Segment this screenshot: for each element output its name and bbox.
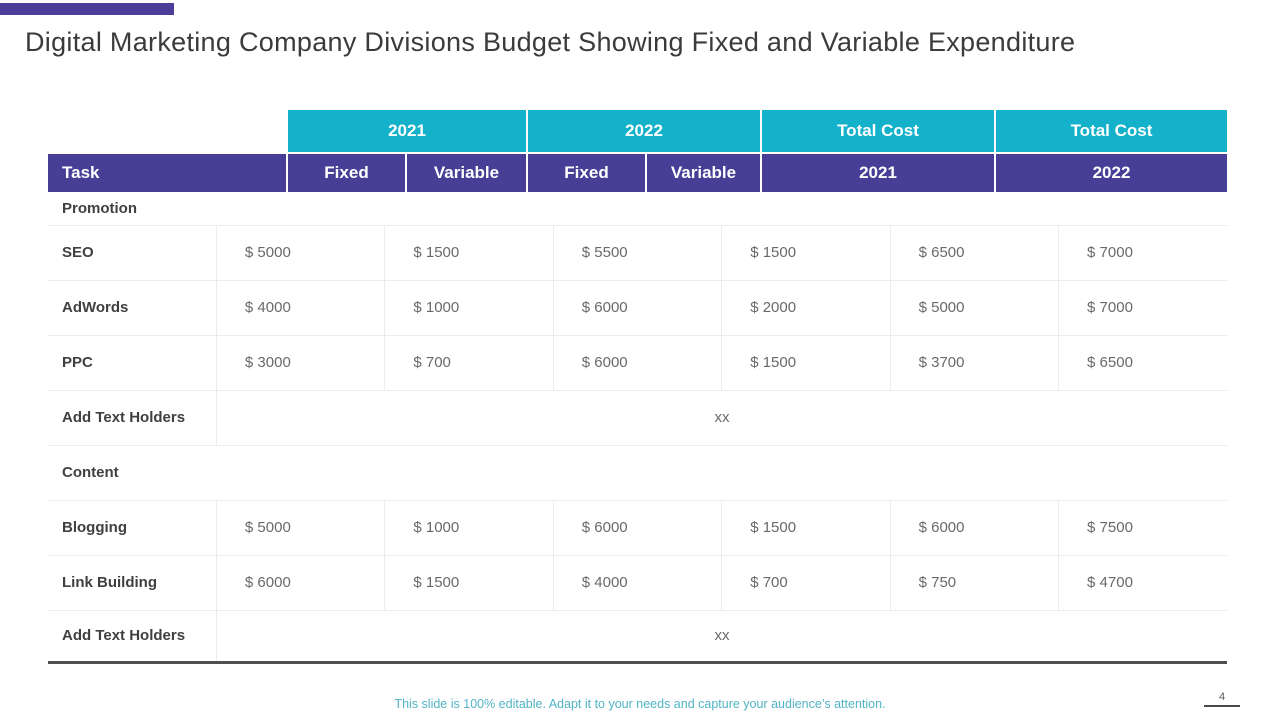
table-row-add-text-holders-1: Add Text Holders xx bbox=[48, 390, 1227, 446]
value-cell: $ 1000 bbox=[384, 500, 554, 556]
table-body: Promotion SEO $ 5000 $ 1500 $ 5500 $ 150… bbox=[48, 192, 1227, 664]
task-cell: Link Building bbox=[48, 555, 217, 611]
task-cell: AdWords bbox=[48, 280, 217, 336]
value-cell: $ 6500 bbox=[889, 225, 1059, 281]
value-cell: $ 1500 bbox=[721, 225, 891, 281]
section-label: Content bbox=[48, 445, 1227, 501]
value-cell: $ 1500 bbox=[721, 335, 891, 391]
table-row-add-text-holders-2: Add Text Holders xx bbox=[48, 610, 1227, 663]
value-cell: $ 6500 bbox=[1058, 335, 1227, 391]
section-row-promotion: Promotion bbox=[48, 192, 1227, 226]
value-cell: $ 7000 bbox=[1058, 280, 1227, 336]
header-task: Task bbox=[48, 154, 286, 192]
footer-note: This slide is 100% editable. Adapt it to… bbox=[394, 697, 886, 711]
value-cell: $ 700 bbox=[721, 555, 891, 611]
value-cell: $ 4000 bbox=[552, 555, 722, 611]
value-cell: $ 3700 bbox=[889, 335, 1059, 391]
table-row-ppc: PPC $ 3000 $ 700 $ 6000 $ 1500 $ 3700 $ … bbox=[48, 335, 1227, 391]
task-cell: PPC bbox=[48, 335, 217, 391]
task-cell: Add Text Holders bbox=[48, 390, 217, 446]
table-row-adwords: AdWords $ 4000 $ 1000 $ 6000 $ 2000 $ 50… bbox=[48, 280, 1227, 336]
value-cell: $ 5000 bbox=[889, 280, 1059, 336]
section-label: Promotion bbox=[48, 192, 1227, 226]
budget-table: 2021 2022 Total Cost Total Cost Task Fix… bbox=[48, 110, 1227, 664]
header-total-2021: 2021 bbox=[760, 154, 994, 192]
table-header-bottom-row: Task Fixed Variable Fixed Variable 2021 … bbox=[48, 154, 1227, 192]
header-variable-2022: Variable bbox=[645, 154, 760, 192]
value-cell: $ 6000 bbox=[215, 555, 385, 611]
header-total-cost-2022: Total Cost bbox=[994, 110, 1227, 152]
value-cell: $ 5000 bbox=[215, 500, 385, 556]
task-cell: Add Text Holders bbox=[48, 610, 217, 663]
value-cell: $ 6000 bbox=[889, 500, 1059, 556]
page-number: 4 bbox=[1204, 691, 1240, 707]
header-total-cost-2021: Total Cost bbox=[760, 110, 994, 152]
title-accent-bar bbox=[0, 3, 174, 15]
value-cell: $ 4700 bbox=[1058, 555, 1227, 611]
value-cell: $ 1500 bbox=[721, 500, 891, 556]
table-row-blogging: Blogging $ 5000 $ 1000 $ 6000 $ 1500 $ 6… bbox=[48, 500, 1227, 556]
value-cell: $ 7000 bbox=[1058, 225, 1227, 281]
header-spacer-cell bbox=[48, 110, 286, 152]
placeholder-value-cell: xx bbox=[215, 390, 1227, 446]
header-year-2021: 2021 bbox=[286, 110, 526, 152]
header-variable-2021: Variable bbox=[405, 154, 526, 192]
value-cell: $ 750 bbox=[889, 555, 1059, 611]
section-row-content: Content bbox=[48, 445, 1227, 501]
value-cell: $ 1500 bbox=[384, 225, 554, 281]
value-cell: $ 4000 bbox=[215, 280, 385, 336]
value-cell: $ 5000 bbox=[215, 225, 385, 281]
task-cell: Blogging bbox=[48, 500, 217, 556]
slide-title: Digital Marketing Company Divisions Budg… bbox=[25, 27, 1076, 57]
value-cell: $ 7500 bbox=[1058, 500, 1227, 556]
value-cell: $ 6000 bbox=[552, 335, 722, 391]
value-cell: $ 6000 bbox=[552, 280, 722, 336]
header-fixed-2022: Fixed bbox=[526, 154, 645, 192]
value-cell: $ 1500 bbox=[384, 555, 554, 611]
table-row-seo: SEO $ 5000 $ 1500 $ 5500 $ 1500 $ 6500 $… bbox=[48, 225, 1227, 281]
task-cell: SEO bbox=[48, 225, 217, 281]
placeholder-value-cell: xx bbox=[215, 610, 1227, 663]
header-year-2022: 2022 bbox=[526, 110, 760, 152]
value-cell: $ 1000 bbox=[384, 280, 554, 336]
header-fixed-2021: Fixed bbox=[286, 154, 405, 192]
value-cell: $ 700 bbox=[384, 335, 554, 391]
value-cell: $ 2000 bbox=[721, 280, 891, 336]
table-header-top-row: 2021 2022 Total Cost Total Cost bbox=[48, 110, 1227, 152]
header-total-2022: 2022 bbox=[994, 154, 1227, 192]
value-cell: $ 5500 bbox=[552, 225, 722, 281]
value-cell: $ 3000 bbox=[215, 335, 385, 391]
table-row-link-building: Link Building $ 6000 $ 1500 $ 4000 $ 700… bbox=[48, 555, 1227, 611]
value-cell: $ 6000 bbox=[552, 500, 722, 556]
